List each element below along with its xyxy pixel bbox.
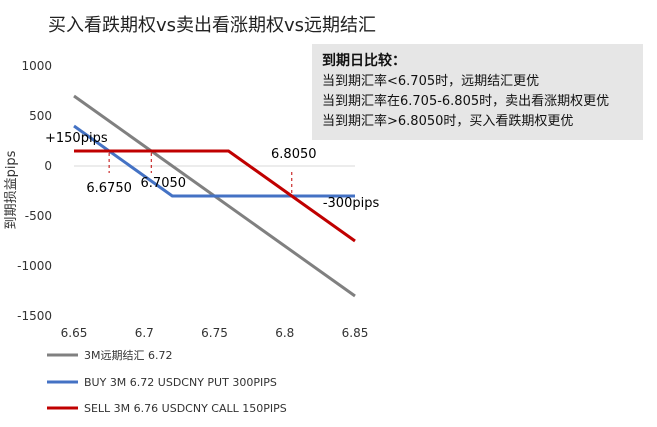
legend-label-1: 3M远期结汇 6.72 <box>84 349 172 362</box>
legend: 3M远期结汇 6.72 BUY 3M 6.72 USDCNY PUT 300PIP… <box>47 349 287 415</box>
y-tick-label: 1000 <box>21 59 52 73</box>
series-lines <box>73 94 356 298</box>
y-axis-title: 到期损益pips <box>4 150 19 229</box>
x-tick-label: 6.85 <box>342 326 369 340</box>
comparison-line-2: 当到期汇率在6.705-6.805时，卖出看涨期权更优 <box>322 94 610 109</box>
x-tick-label: 6.65 <box>61 326 88 340</box>
y-tick-labels: 1000 500 0 -500 -1000 -1500 <box>17 59 52 323</box>
x-tick-label: 6.75 <box>201 326 228 340</box>
annotation-label: 6.6750 <box>86 181 132 196</box>
y-tick-label: -1000 <box>17 259 52 273</box>
y-tick-label: 0 <box>44 159 52 173</box>
legend-label-3: SELL 3M 6.76 USDCNY CALL 150PIPS <box>84 402 287 415</box>
x-tick-labels: 6.65 6.7 6.75 6.8 6.85 <box>61 326 369 340</box>
y-tick-label: -500 <box>25 209 52 223</box>
annotations: +150pips -300pips 6.6750 6.7050 6.8050 <box>45 131 379 211</box>
annotation-label: -300pips <box>323 196 380 211</box>
annotation-label: 6.7050 <box>141 176 187 191</box>
x-tick-label: 6.7 <box>135 326 154 340</box>
comparison-line-1: 当到期汇率<6.705时，远期结汇更优 <box>322 74 540 89</box>
annotation-label: +150pips <box>45 131 108 146</box>
comparison-line-3: 当到期汇率>6.8050时，买入看跌期权更优 <box>322 114 574 129</box>
y-tick-label: -1500 <box>17 309 52 323</box>
annotation-label: 6.8050 <box>271 147 317 162</box>
comparison-box: 到期日比较： 当到期汇率<6.705时，远期结汇更优 当到期汇率在6.705-6… <box>312 44 643 140</box>
marker-lines <box>108 153 293 196</box>
series-line-3 <box>74 149 356 243</box>
comparison-box-title: 到期日比较： <box>322 53 406 69</box>
chart-title: 买入看跌期权vs卖出看涨期权vs远期结汇 <box>48 15 376 36</box>
x-tick-label: 6.8 <box>275 326 294 340</box>
legend-label-2: BUY 3M 6.72 USDCNY PUT 300PIPS <box>84 376 277 389</box>
y-tick-label: 500 <box>29 109 52 123</box>
